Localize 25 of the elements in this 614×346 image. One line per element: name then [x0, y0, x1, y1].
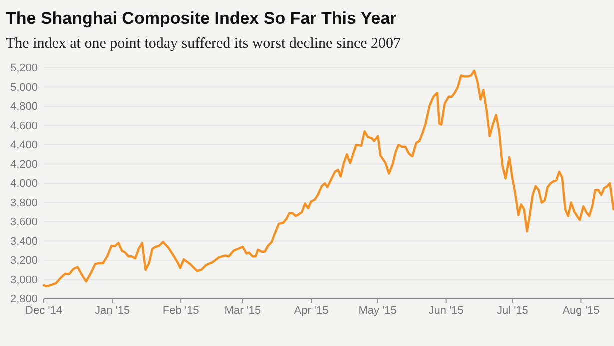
chart-title: The Shanghai Composite Index So Far This Year: [6, 9, 398, 28]
y-tick-label: 3,400: [10, 236, 38, 248]
x-tick-label: Aug '15: [562, 304, 600, 317]
x-tick-label: Jun '15: [428, 304, 464, 317]
line-series: [42, 70, 614, 288]
x-tick-label: Mar '15: [224, 304, 262, 317]
y-tick-label: 3,200: [10, 255, 38, 268]
chart-subtitle: The index at one point today suffered its worst decline since 2007: [6, 36, 402, 52]
y-tick-label: 3,600: [10, 216, 38, 229]
y-tick-label: 5,000: [10, 82, 38, 94]
y-tick-label: 5,200: [10, 62, 38, 75]
x-tick-label: May '15: [358, 304, 397, 317]
y-tick-label: 3,000: [10, 274, 38, 286]
y-tick-label: 4,600: [10, 120, 38, 132]
y-tick-label: 4,000: [10, 178, 38, 190]
y-tick-label: 2,800: [10, 294, 38, 306]
y-tick-label: 4,400: [10, 140, 38, 152]
x-tick-label: Jan '15: [94, 304, 130, 317]
x-tick-label: Apr '15: [294, 304, 329, 317]
y-tick-label: 4,800: [10, 101, 38, 114]
x-tick-label: Jul '15: [496, 304, 528, 317]
y-tick-label: 4,200: [10, 158, 38, 171]
x-tick-label: Feb '15: [162, 304, 200, 317]
y-tick-label: 3,800: [10, 197, 38, 210]
x-tick-label: Dec '14: [26, 304, 62, 317]
